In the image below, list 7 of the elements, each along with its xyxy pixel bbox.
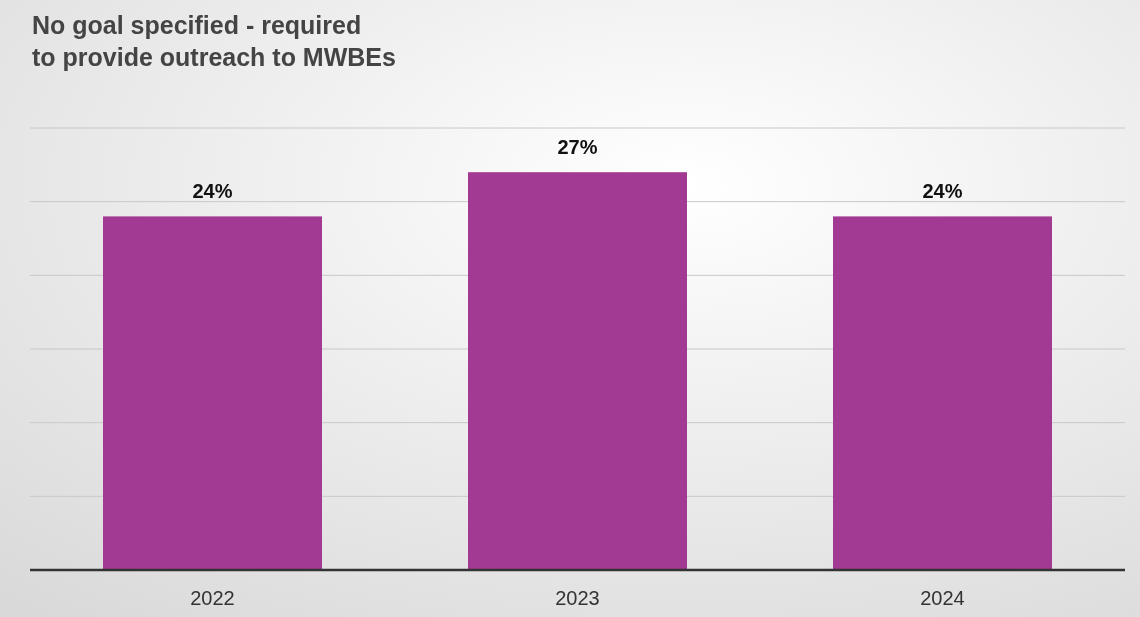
data-label: 24%	[922, 180, 963, 203]
data-label: 27%	[557, 136, 598, 159]
data-label: 24%	[192, 180, 233, 203]
x-tick-label: 2022	[190, 587, 235, 609]
chart-title: No goal specified - required to provide outreach to MWBEs	[32, 11, 396, 71]
x-tick-label: 2023	[555, 587, 600, 609]
x-tick-label: 2024	[920, 587, 965, 609]
